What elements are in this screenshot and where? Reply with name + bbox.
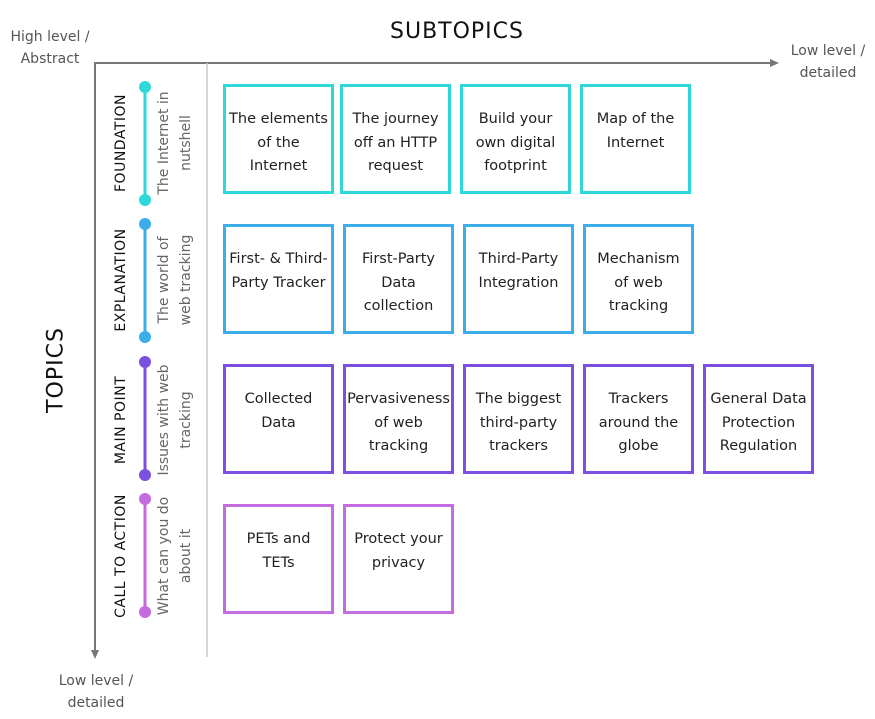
corner-line: High level /: [10, 29, 90, 45]
topic-subtitle-explanation: The world of web tracking: [153, 235, 197, 326]
timeline-dot: [139, 469, 151, 481]
corner-line: Abstract: [20, 51, 80, 67]
topic-subtitle-call-to-action: What can you do about it: [153, 497, 197, 615]
subtopic-box[interactable]: PETs and TETs: [223, 504, 334, 614]
subtopics-axis-title: SUBTOPICS: [390, 19, 524, 44]
topic-timeline-bar: [143, 224, 147, 337]
corner-line: Low level /: [790, 43, 866, 59]
topic-subtitle-foundation: The Internet in nutshell: [153, 91, 197, 194]
timeline-dot: [139, 606, 151, 618]
horizontal-axis-arrowhead: [770, 59, 779, 67]
subtitle-line: The Internet in: [156, 91, 172, 195]
subtopic-box[interactable]: Third-Party Integration: [463, 224, 574, 334]
subtopic-box[interactable]: Build your own digital footprint: [460, 84, 571, 194]
topic-category-foundation: FOUNDATION: [113, 94, 129, 192]
timeline-dot: [139, 194, 151, 206]
topic-subtitle-main-point: Issues with web tracking: [153, 364, 197, 475]
subtitle-line: web tracking: [178, 234, 194, 326]
subtopic-box[interactable]: General Data Protection Regulation: [703, 364, 814, 474]
subtopic-box[interactable]: Pervasiveness of web tracking: [343, 364, 454, 474]
subtopic-box[interactable]: First- & Third-Party Tracker: [223, 224, 334, 334]
corner-line: Low level /: [58, 673, 134, 689]
subtopic-box[interactable]: The biggest third-party trackers: [463, 364, 574, 474]
timeline-dot: [139, 331, 151, 343]
topic-category-main-point: MAIN POINT: [113, 375, 129, 465]
subtitle-line: tracking: [178, 391, 194, 449]
timeline-dot: [139, 218, 151, 230]
topic-category-explanation: EXPLANATION: [113, 228, 129, 332]
subtopic-box[interactable]: Trackers around the globe: [583, 364, 694, 474]
topic-category-call-to-action: CALL TO ACTION: [113, 494, 129, 618]
subtopic-box[interactable]: Map of the Internet: [580, 84, 691, 194]
vertical-axis-arrowhead: [91, 650, 99, 659]
subtitle-line: What can you do: [156, 496, 172, 616]
top-right-corner-label: Low level / detailed: [778, 40, 875, 84]
top-left-corner-label: High level / Abstract: [2, 26, 98, 70]
timeline-dot: [139, 493, 151, 505]
subtitle-line: The world of: [156, 236, 172, 324]
topic-timeline-bar: [143, 362, 147, 475]
bottom-left-corner-label: Low level / detailed: [46, 670, 146, 714]
subtopic-box[interactable]: Collected Data: [223, 364, 334, 474]
corner-line: detailed: [67, 695, 125, 711]
topic-timeline-bar: [143, 499, 147, 612]
subtitle-line: about it: [178, 528, 194, 584]
subtopic-box[interactable]: The journey off an HTTP request: [340, 84, 451, 194]
subtopic-box[interactable]: The elements of the Internet: [223, 84, 334, 194]
timeline-dot: [139, 81, 151, 93]
subtitle-line: Issues with web: [156, 364, 172, 476]
subtopic-box[interactable]: Mechanism of web tracking: [583, 224, 694, 334]
corner-line: detailed: [799, 65, 857, 81]
subtopic-box[interactable]: First-Party Data collection: [343, 224, 454, 334]
subtitle-line: nutshell: [178, 115, 194, 171]
topic-timeline-bar: [143, 87, 147, 200]
subtopic-box[interactable]: Protect your privacy: [343, 504, 454, 614]
timeline-dot: [139, 356, 151, 368]
